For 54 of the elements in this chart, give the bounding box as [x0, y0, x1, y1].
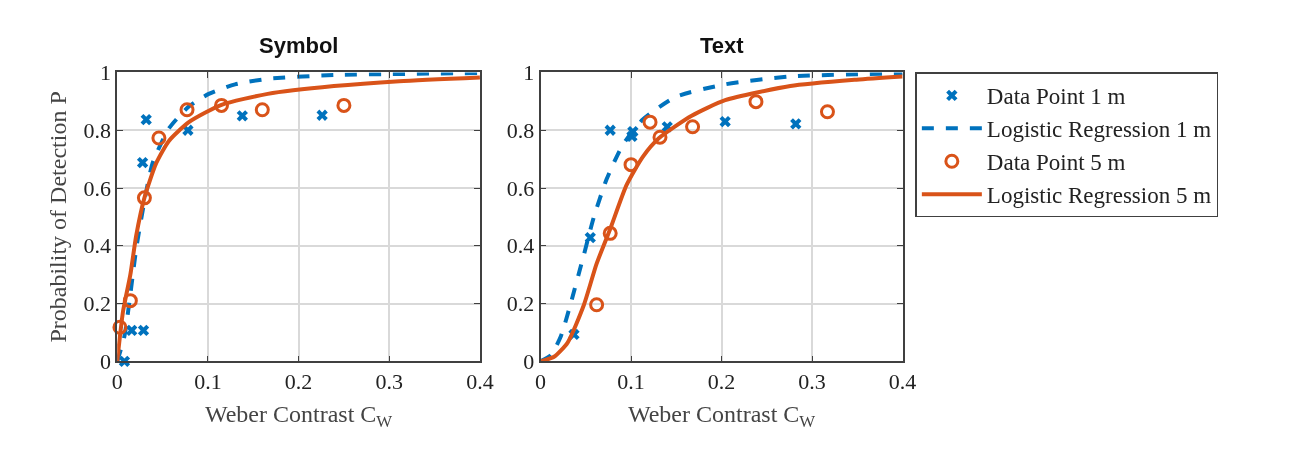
y-tick-label: 0.2	[83, 291, 112, 317]
point	[137, 324, 150, 337]
point	[151, 130, 167, 146]
point	[642, 114, 658, 130]
x-tick-label: 0.3	[375, 369, 403, 395]
x-tick-label: 0.1	[617, 369, 645, 395]
point	[316, 109, 328, 121]
point	[136, 190, 152, 206]
point	[719, 115, 731, 128]
y-axis-title: Probability of Detection P	[45, 91, 72, 343]
point	[790, 118, 802, 130]
point	[112, 319, 128, 335]
y-tick-label: 0.6	[506, 175, 535, 201]
y-tick-label: 0	[523, 349, 535, 375]
point	[214, 97, 229, 113]
x-tick-label: 0.3	[798, 369, 826, 395]
point	[748, 94, 764, 110]
x-tick-label: 0.2	[284, 369, 313, 395]
x-axis-title: Weber Contrast C$_{W}$	[204, 401, 393, 432]
point	[602, 225, 618, 241]
point	[179, 102, 195, 118]
y-tick-label: 0.2	[506, 291, 535, 317]
legend-label: Logistic Regression 1 m	[986, 117, 1212, 143]
y-tick-label: 0.4	[506, 233, 535, 259]
point	[336, 97, 352, 113]
point	[140, 113, 152, 126]
point	[589, 297, 605, 313]
legend-label: Logistic Regression 5 m	[986, 183, 1212, 209]
legend-label: Data Point 1 m	[986, 84, 1126, 110]
point	[652, 129, 668, 145]
y-tick-label: 1	[523, 60, 535, 86]
legend-label: Data Point 5 m	[986, 150, 1126, 176]
y-tick-label: 0.6	[83, 175, 112, 201]
y-tick-label: 0.4	[83, 233, 112, 259]
point	[604, 124, 616, 136]
point	[584, 232, 596, 244]
point	[685, 119, 701, 135]
x-tick-label: 0.1	[194, 369, 222, 395]
y-tick-label: 0.8	[83, 117, 112, 143]
y-tick-label: 0.8	[506, 117, 535, 143]
x-tick-label: 0.4	[466, 369, 494, 395]
point	[819, 104, 835, 120]
y-tick-label: 0	[100, 349, 112, 375]
chart-title: Text	[700, 33, 745, 58]
point	[254, 102, 270, 118]
x-tick-label: 0.2	[707, 369, 736, 395]
y-tick-label: 1	[100, 60, 112, 86]
point	[236, 110, 248, 122]
chart-title: Symbol	[259, 33, 339, 58]
x-axis-title: Weber Contrast C$_{W}$	[627, 401, 816, 432]
x-tick-label: 0.4	[888, 369, 917, 395]
point	[136, 156, 149, 169]
point	[623, 157, 639, 173]
point	[126, 324, 138, 337]
